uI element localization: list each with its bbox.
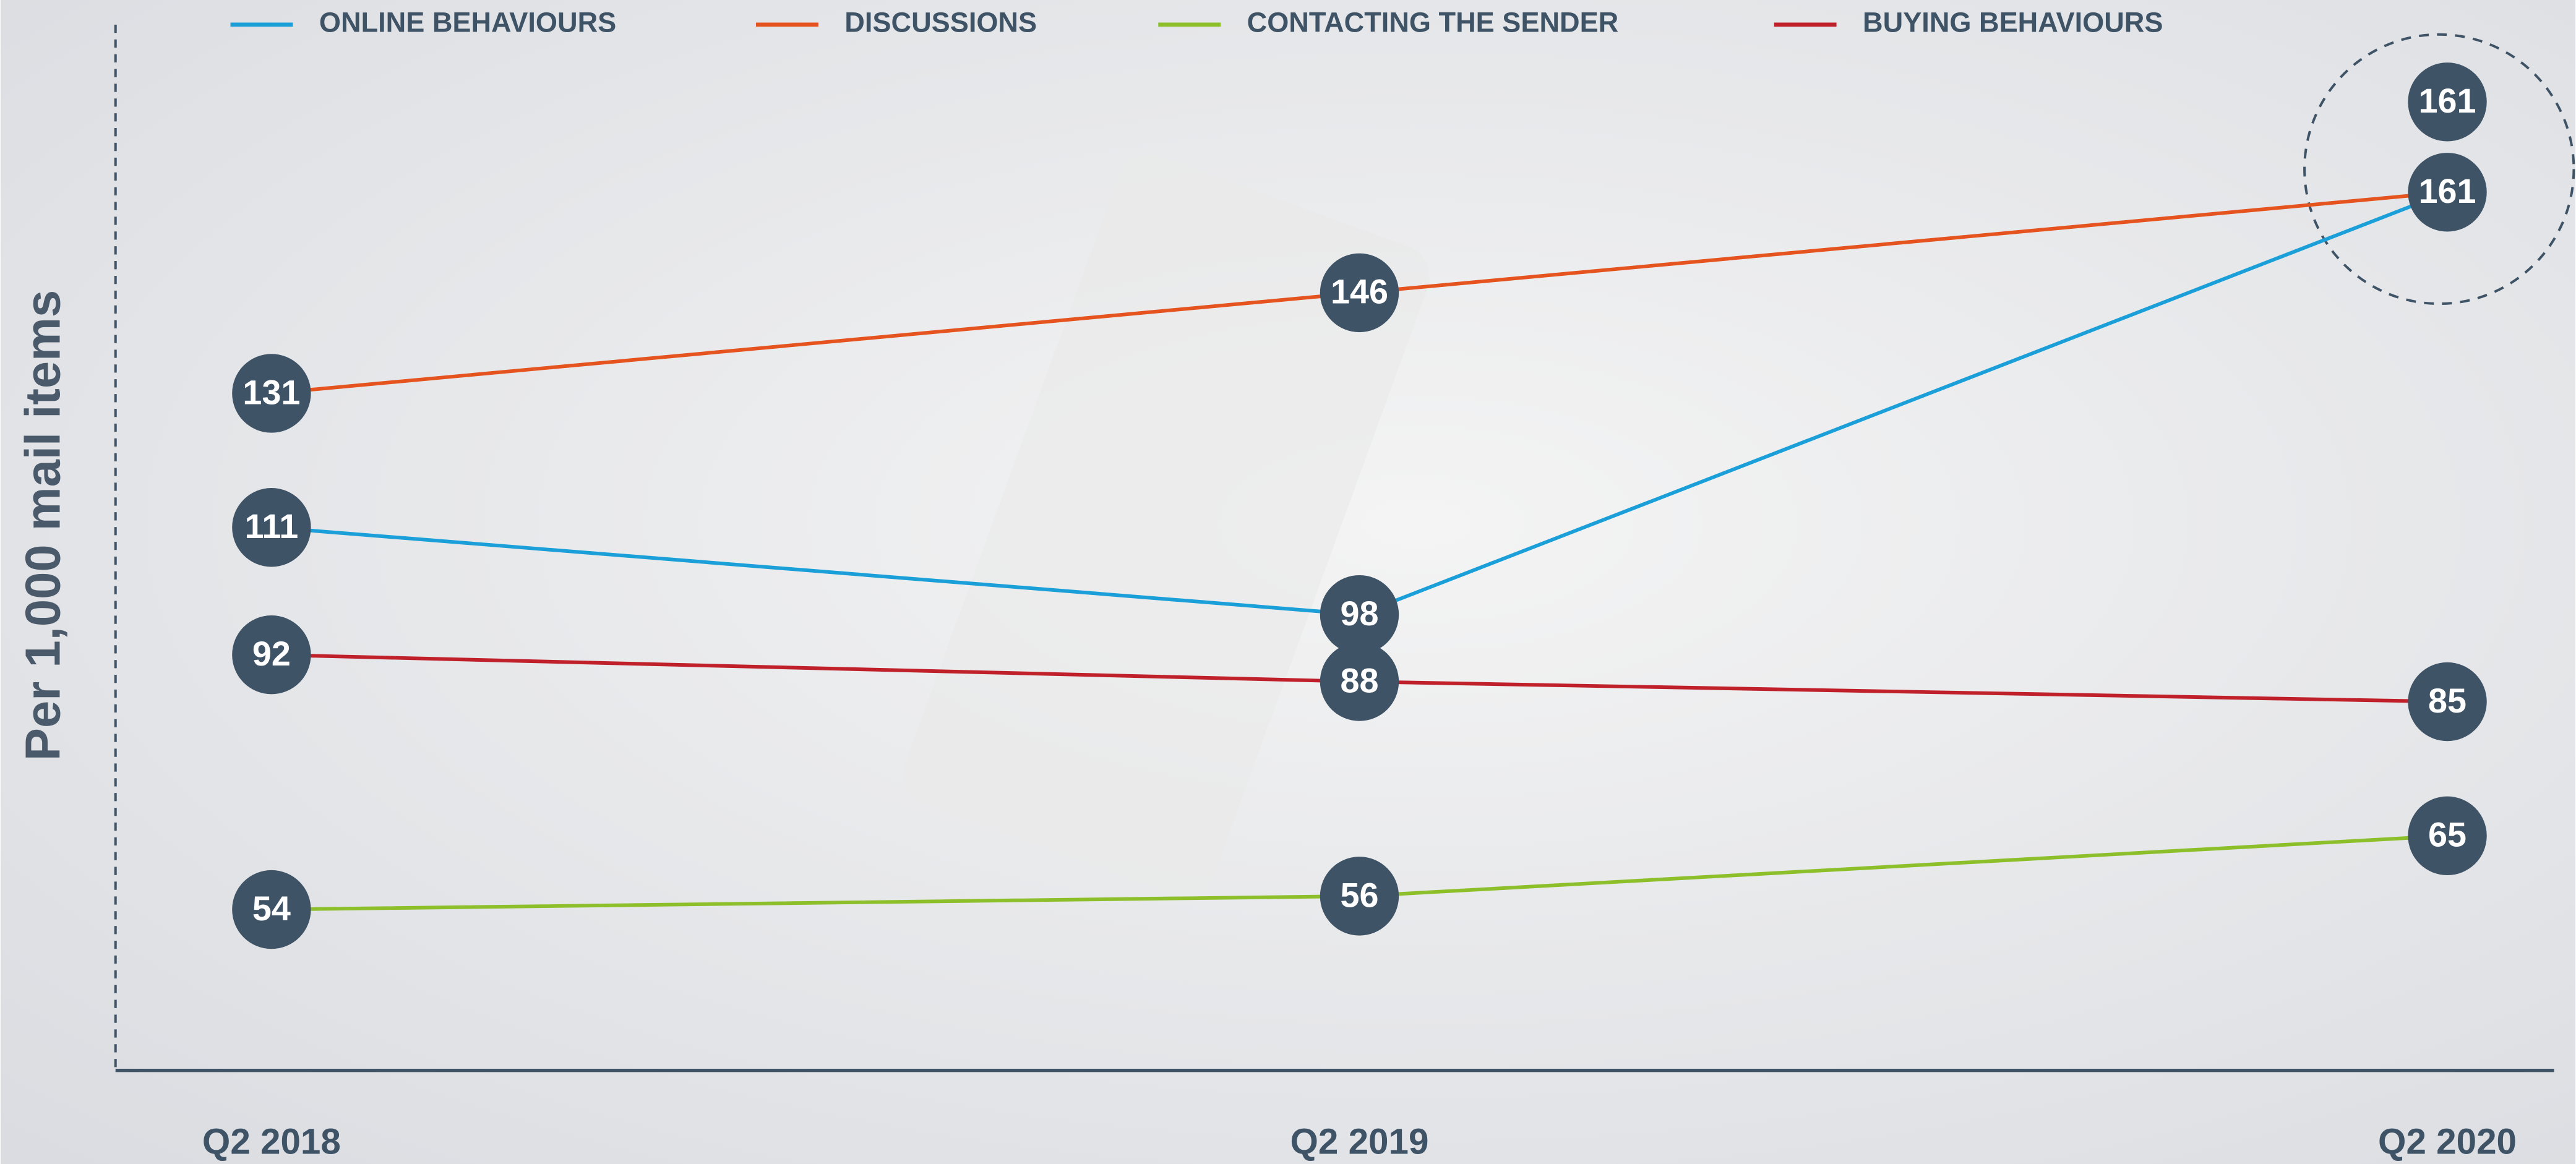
data-label: 54 (252, 889, 291, 928)
legend-label: BUYING BEHAVIOURS (1863, 7, 2163, 38)
page: Per 1,000 mail items Q2 2018 Q2 2019 Q2 20… (0, 0, 2576, 1164)
data-label: 146 (1331, 273, 1388, 311)
data-label: 161 (2419, 82, 2476, 120)
chart: Per 1,000 mail items Q2 2018 Q2 2019 Q2 20… (0, 0, 2576, 1164)
data-label: 56 (1340, 876, 1378, 914)
data-label: 98 (1340, 594, 1378, 633)
legend-label: ONLINE BEHAVIOURS (319, 7, 616, 38)
data-label: 131 (243, 373, 300, 411)
data-label: 92 (252, 635, 291, 673)
data-label: 65 (2428, 816, 2467, 854)
x-tick-label: Q2 2018 (202, 1122, 341, 1162)
data-label: 161 (2419, 172, 2476, 210)
data-label: 88 (1340, 661, 1378, 700)
data-label: 85 (2428, 682, 2467, 720)
data-label: 111 (244, 507, 298, 546)
legend-label: CONTACTING THE SENDER (1247, 7, 1619, 38)
x-tick-label: Q2 2020 (2378, 1122, 2517, 1162)
legend-label: DISCUSSIONS (844, 7, 1037, 38)
y-axis-label: Per 1,000 mail items (15, 290, 70, 761)
x-tick-label: Q2 2019 (1290, 1122, 1428, 1162)
